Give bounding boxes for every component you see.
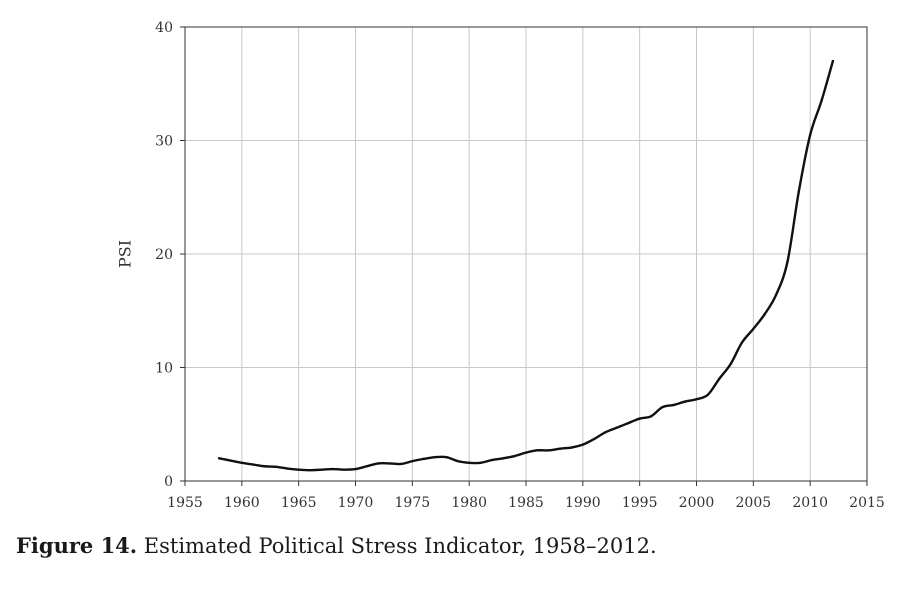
data-point [377,462,380,465]
x-tick-label: 1970 [338,495,374,511]
x-tick-label: 1955 [167,495,203,511]
x-tick-label: 1980 [451,495,487,511]
data-point [388,462,391,465]
x-tick-label: 1990 [565,495,601,511]
data-point [274,465,278,469]
x-tick-label: 2015 [849,495,885,511]
data-point [661,406,664,409]
data-point [229,459,232,462]
data-point [502,457,505,460]
gridlines [185,27,867,481]
x-tick-label: 1975 [395,495,431,511]
y-axis-title: PSI [116,240,135,268]
data-point [536,449,539,452]
data-point [752,327,755,331]
figure-caption: Figure 14. Estimated Political Stress In… [16,533,657,558]
data-point [513,454,516,458]
data-point [297,468,300,471]
data-point [433,455,437,459]
data-point [342,468,346,471]
y-tick-label: 40 [155,20,173,36]
figure-label: Figure 14. [16,533,138,558]
data-point [422,457,425,461]
data-point [774,293,778,297]
data-point [718,377,721,381]
data-point [627,421,630,425]
data-point [672,403,675,407]
x-tick-label: 2000 [679,495,715,511]
data-point [320,468,323,471]
x-tick-label: 1995 [622,495,658,511]
data-point [581,443,585,446]
y-tick-label: 10 [155,361,173,377]
data-point [399,462,403,466]
data-point [615,426,619,429]
data-point [331,467,334,471]
data-point [820,99,823,102]
axis-ticks: 1955 1960 1965 1970 1975 1980 1985 1990 1995 2000… [155,20,885,511]
data-point [797,190,800,193]
y-tick-label: 20 [155,247,173,263]
data-point [558,447,562,450]
data-point [740,341,744,344]
data-point [490,458,494,462]
y-tick-label: 30 [155,134,173,150]
x-tick-label: 2005 [736,495,772,511]
data-point [411,459,414,463]
data-point [604,430,607,434]
data-point [467,461,471,465]
data-point [217,457,221,460]
data-point [524,451,528,454]
data-point [706,393,710,396]
data-point [286,467,289,470]
series-layer [217,59,835,472]
data-point [649,415,653,418]
data-point [308,469,312,472]
data-point [456,459,459,463]
data-point [252,463,255,466]
data-point [729,362,732,366]
data-point [786,260,789,264]
figure-caption-text: Estimated Political Stress Indicator, 19… [137,534,657,558]
data-point [831,59,835,63]
x-tick-label: 2010 [792,495,828,511]
data-point [479,461,482,465]
data-point [683,400,687,403]
data-point [593,437,596,441]
y-tick-label: 0 [164,474,173,490]
data-point [547,449,550,452]
data-point [445,455,448,459]
x-tick-label: 1965 [281,495,317,511]
data-point [263,465,266,468]
data-point [365,465,369,468]
x-tick-label: 1960 [224,495,260,511]
data-point [354,467,357,471]
data-point [638,417,641,420]
data-point [695,398,698,401]
data-point [763,312,766,316]
x-tick-label: 1985 [508,495,544,511]
data-point [570,446,573,449]
data-point [808,133,812,137]
data-point [240,461,244,465]
line-chart: 1955 1960 1965 1970 1975 1980 1985 1990 1995 2000… [116,20,885,511]
